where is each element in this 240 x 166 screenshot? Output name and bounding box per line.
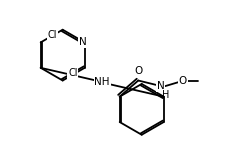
Text: N: N bbox=[79, 37, 87, 47]
Text: N: N bbox=[157, 81, 164, 91]
Text: Cl: Cl bbox=[48, 30, 57, 40]
Text: NH: NH bbox=[94, 77, 110, 87]
Text: O: O bbox=[179, 76, 187, 85]
Text: Cl: Cl bbox=[68, 68, 78, 78]
Text: H: H bbox=[162, 90, 170, 100]
Text: O: O bbox=[134, 66, 142, 76]
